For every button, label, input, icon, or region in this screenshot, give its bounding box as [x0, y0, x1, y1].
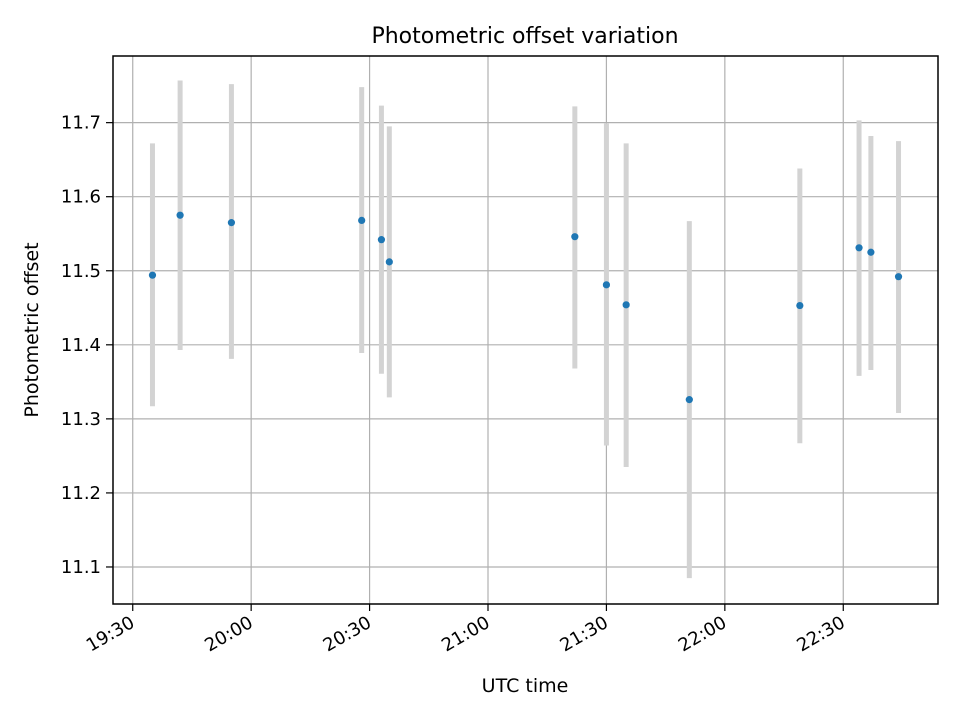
x-axis-label: UTC time [482, 675, 569, 697]
y-tick-label: 11.2 [61, 483, 101, 504]
data-point [855, 244, 863, 252]
y-tick-label: 11.4 [61, 335, 101, 356]
data-point [227, 219, 236, 227]
data-point [148, 271, 157, 279]
data-point [894, 273, 903, 281]
y-axis: 11.1 11.2 11.3 11.4 11.5 11.6 11.7 [61, 113, 113, 578]
data-point [867, 248, 875, 256]
data-point [571, 233, 579, 241]
data-point [622, 301, 630, 309]
data-point [377, 236, 386, 244]
y-tick-label: 11.3 [61, 409, 101, 430]
data-point [385, 258, 393, 266]
data-point [602, 281, 611, 289]
y-tick-label: 11.7 [61, 113, 101, 134]
y-tick-label: 11.5 [61, 261, 101, 282]
data-point [176, 211, 184, 219]
y-tick-label: 11.6 [61, 187, 101, 208]
data-points [148, 211, 903, 404]
data-point [685, 396, 693, 404]
y-tick-label: 11.1 [61, 557, 101, 578]
y-axis-label: Photometric offset [21, 242, 43, 417]
data-point [796, 301, 804, 310]
plot-frame [112, 55, 939, 605]
chart-title: Photometric offset variation [371, 24, 678, 49]
data-point [358, 216, 366, 224]
